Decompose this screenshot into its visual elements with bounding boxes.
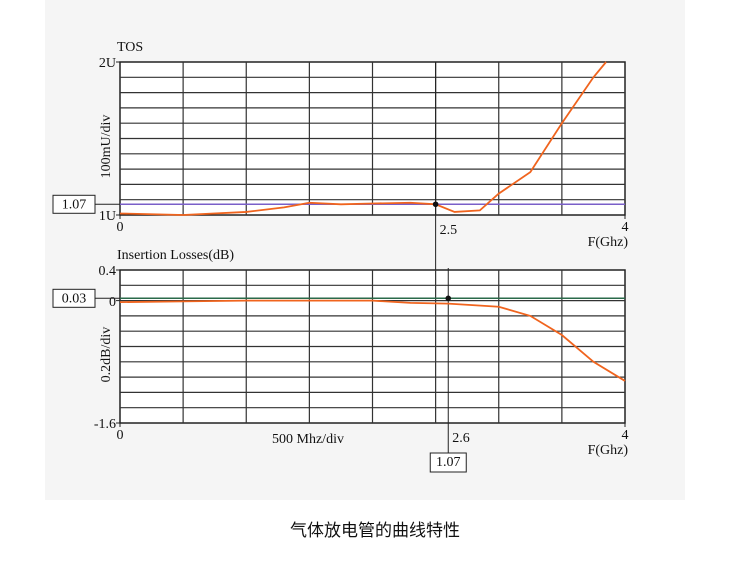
x-tick-label: 4 xyxy=(622,220,629,235)
y-tick-label: 0 xyxy=(109,295,116,310)
series-line xyxy=(119,299,626,382)
y-axis-label: 100mU/div xyxy=(99,115,114,179)
readout: 1.07 xyxy=(436,455,461,470)
y-tick-label: 0.4 xyxy=(99,264,117,279)
y-tick-label: 2U xyxy=(99,56,116,71)
caption: 气体放电管的曲线特性 xyxy=(290,521,460,541)
chart-title: Insertion Losses(dB) xyxy=(117,248,234,263)
series-line xyxy=(119,61,607,216)
y-axis-label: 0.2dB/div xyxy=(99,327,114,383)
cursor-value-label: 0.03 xyxy=(62,292,87,307)
x-note: 500 Mhz/div xyxy=(272,432,344,447)
cursor-point xyxy=(432,201,439,208)
cursor-value-label: 1.07 xyxy=(62,198,87,213)
y-tick-label: 1U xyxy=(99,209,116,224)
chart-title: TOS xyxy=(117,40,143,55)
x-tick-label: 0 xyxy=(117,220,124,235)
cursor-point xyxy=(445,295,452,302)
cursor-x-label: 2.5 xyxy=(440,223,458,238)
readout-box xyxy=(429,452,467,473)
x-axis-label: F(Ghz) xyxy=(588,443,629,458)
x-axis-label: F(Ghz) xyxy=(588,235,629,250)
x-tick-label: 0 xyxy=(117,428,124,443)
x-tick-label: 4 xyxy=(622,428,629,443)
y-tick-label: -1.6 xyxy=(94,417,116,432)
cursor-x-label: 2.6 xyxy=(452,431,470,446)
